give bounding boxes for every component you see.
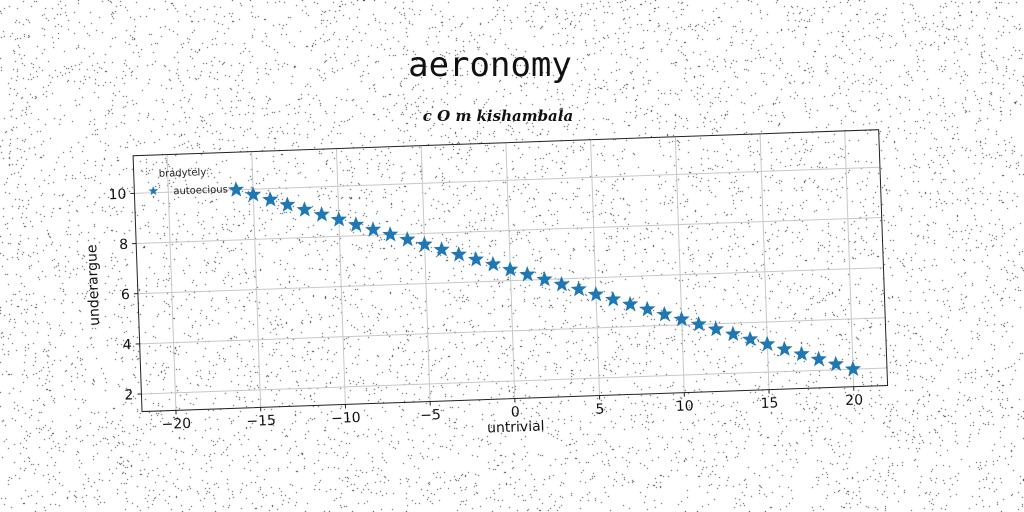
data-point-star (827, 355, 844, 372)
legend: bradytely autoecious (148, 167, 228, 197)
y-tick-label: 10 (108, 187, 126, 204)
y-gridline (134, 166, 880, 194)
data-point-star (639, 300, 656, 317)
data-point-star (776, 340, 793, 357)
legend-star-icon (148, 186, 159, 196)
data-point-star (296, 201, 313, 217)
data-point-star (570, 280, 587, 297)
data-point-star (724, 325, 742, 342)
data-point-star (553, 275, 570, 292)
data-point-star (810, 350, 827, 367)
x-gridline (166, 154, 177, 411)
x-tick-label: −10 (331, 410, 361, 427)
data-point-star (245, 186, 262, 202)
x-tick-label: −5 (420, 407, 441, 424)
y-axis-label: underargue (84, 244, 103, 326)
data-point-star (450, 246, 467, 262)
x-tick-label: −20 (161, 416, 191, 433)
data-point-star (347, 216, 365, 232)
plot-area: −20 −15 −10 −5 0 5 10 15 20 2 4 6 8 10 untrivial unde… (84, 129, 889, 437)
data-point-star (519, 266, 536, 282)
data-point-star (313, 206, 330, 222)
data-point-star (759, 335, 776, 352)
data-point-star (587, 285, 604, 302)
x-tick-label: 0 (511, 404, 520, 420)
x-tick-label: 15 (760, 395, 778, 412)
y-tick-label: 4 (123, 337, 133, 353)
data-point-star (279, 196, 296, 212)
legend-marker (148, 186, 159, 196)
x-tick-label: 10 (676, 398, 694, 415)
y-gridline (141, 367, 887, 395)
x-tick-label: 5 (595, 401, 604, 417)
x-gridline (420, 145, 431, 402)
data-point-star (416, 235, 433, 252)
chart-subtitle: c O m kishambala (423, 107, 573, 125)
data-point-star (467, 251, 485, 267)
axis-ticks: −20 −15 −10 −5 0 5 10 15 20 2 4 6 8 10 (108, 187, 863, 433)
legend-title: bradytely (159, 167, 207, 180)
data-point-star (604, 290, 622, 307)
data-point-star (844, 360, 862, 377)
y-gridline (139, 317, 886, 345)
x-tick-label: 20 (845, 392, 863, 409)
x-gridline (759, 133, 770, 390)
data-point-star (742, 330, 759, 347)
x-axis-label: untrivial (487, 419, 545, 437)
series-autoecious (227, 181, 862, 377)
legend-label: autoecious (173, 184, 228, 197)
chart-title: aeronomy (408, 45, 572, 85)
data-point-star (502, 261, 519, 277)
y-tick-label: 2 (124, 387, 133, 403)
data-point-star (673, 310, 690, 327)
data-point-star (793, 345, 810, 362)
data-point-star (690, 315, 707, 332)
data-point-star (622, 295, 639, 312)
data-point-star (399, 231, 416, 247)
data-point-star (484, 255, 502, 272)
data-point-star (227, 181, 245, 197)
data-point-star (707, 320, 724, 337)
grid (134, 130, 887, 411)
y-gridline (136, 216, 882, 245)
data-point-star (656, 305, 673, 322)
data-point-star (433, 241, 450, 257)
x-gridline (590, 139, 601, 396)
y-gridline (137, 267, 884, 295)
data-point-star (536, 270, 553, 287)
x-gridline (674, 136, 685, 393)
x-gridline (844, 130, 855, 387)
data-point-star (262, 191, 279, 207)
x-tick-label: −15 (246, 413, 276, 430)
y-tick-label: 8 (119, 237, 128, 253)
data-point-star (365, 221, 382, 237)
x-gridline (335, 148, 346, 405)
data-point-star (330, 211, 347, 227)
data-point-star (382, 226, 399, 242)
y-tick-label: 6 (121, 287, 131, 303)
